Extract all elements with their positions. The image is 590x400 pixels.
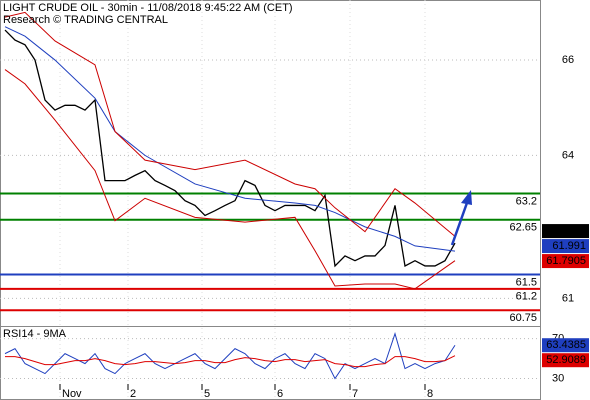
main-panel (0, 0, 541, 327)
rsi-line (4, 331, 456, 380)
x-tick-label: Nov (62, 388, 82, 400)
chart-subtitle: Research © TRADING CENTRAL (3, 14, 168, 26)
series-line (4, 26, 456, 252)
value-tag (542, 254, 589, 269)
y-tick-label: 64 (562, 149, 574, 161)
y-tick-label: 66 (562, 54, 574, 66)
series-line (4, 29, 456, 268)
value-tag-label: 63.4385 (546, 339, 586, 351)
value-tag-label: 62.16 (558, 225, 586, 237)
x-tick-label: 7 (352, 388, 358, 400)
value-tag-label: 61.7905 (546, 255, 586, 267)
value-tag (542, 353, 589, 368)
value-tag-label: 61.991 (552, 240, 586, 252)
y-tick-label: 61 (562, 292, 574, 304)
x-tick-label: 8 (427, 388, 433, 400)
rsi-title: RSI14 - 9MA (3, 328, 67, 340)
level-label: 63.2 (516, 195, 537, 207)
y-tick-label: 30 (552, 372, 564, 384)
rsi-line (5, 355, 456, 368)
x-tick-label: 5 (204, 388, 210, 400)
level-label: 61.5 (516, 276, 537, 288)
chart-title: LIGHT CRUDE OIL - 30min - 11/08/2018 9:4… (3, 2, 293, 14)
x-tick-label: 6 (277, 388, 283, 400)
value-tag (542, 224, 589, 239)
value-tag (542, 338, 589, 353)
level-label: 60.75 (509, 312, 537, 324)
value-tag-label: 52.9089 (546, 354, 586, 366)
level-label: 61.2 (516, 291, 537, 303)
arrow-head (461, 190, 472, 205)
series-line (4, 11, 456, 237)
level-label: 62.65 (509, 222, 537, 234)
x-tick-label: 2 (130, 388, 136, 400)
series-line (4, 69, 456, 290)
forecast-arrow (450, 199, 470, 246)
value-tag (542, 239, 589, 254)
